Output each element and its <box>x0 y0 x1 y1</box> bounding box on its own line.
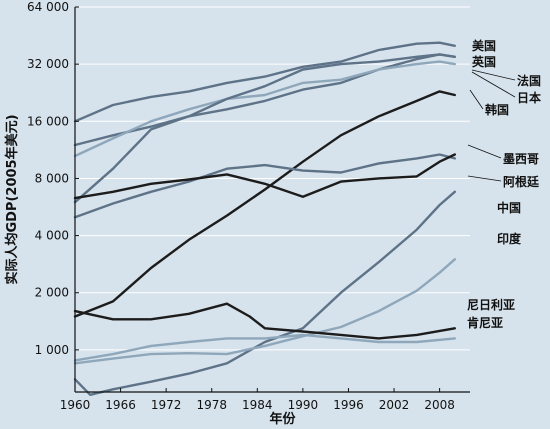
series-line-2 <box>73 60 456 158</box>
x-tick-label: 2002 <box>379 398 410 412</box>
x-axis-title: 年份 <box>269 411 296 427</box>
series-label-8: 印度 <box>497 231 522 246</box>
x-tick-label: 1966 <box>105 398 136 412</box>
x-tick-label: 1984 <box>242 398 273 412</box>
series-label-1: 英国 <box>472 54 496 69</box>
y-tick-label: 2 000 <box>35 286 69 300</box>
label-leader-line <box>471 71 516 98</box>
y-axis-title: 实际人均GDP(2005年美元) <box>4 114 20 284</box>
series-line-10 <box>73 333 456 362</box>
x-tick-label: 1996 <box>333 398 364 412</box>
label-leader-line <box>471 69 516 81</box>
series-line-4 <box>73 90 456 318</box>
series-label-9: 尼日利亚 <box>467 297 515 312</box>
series-line-0 <box>73 41 456 123</box>
x-tick-label: 1978 <box>196 398 227 412</box>
y-tick-label: 16 000 <box>27 114 69 128</box>
x-tick-label: 1960 <box>60 398 91 412</box>
series-line-7 <box>73 190 456 396</box>
label-leader-line <box>467 175 502 182</box>
series-label-3: 日本 <box>517 90 541 105</box>
axes <box>74 7 470 393</box>
label-leader-line <box>467 144 502 159</box>
series-label-4: 韩国 <box>485 102 509 117</box>
series-line-5 <box>73 153 456 219</box>
y-tick-label: 32 000 <box>27 57 69 71</box>
x-tick-label: 1990 <box>288 398 319 412</box>
series-line-1 <box>73 53 456 147</box>
x-tick-label: 2008 <box>424 398 455 412</box>
y-tick-label: 1 000 <box>35 343 69 357</box>
series-line-9 <box>73 302 456 340</box>
series-line-6 <box>73 153 456 200</box>
x-tick-label: 1972 <box>151 398 182 412</box>
series-label-5: 墨西哥 <box>503 152 539 166</box>
series-label-2: 法国 <box>517 73 541 88</box>
y-tick-label: 4 000 <box>35 229 69 243</box>
series-label-6: 阿根廷 <box>503 174 540 189</box>
series-label-7: 中国 <box>497 200 521 215</box>
y-tick-label: 64 000 <box>27 0 69 14</box>
gridlines <box>75 6 470 351</box>
series-lines <box>73 41 456 396</box>
series-line-3 <box>73 53 456 204</box>
series-line-8 <box>73 258 456 365</box>
x-axis-ticks: 1960 1966 1972 1978 1984 1990 1996 2002 2008 <box>60 388 455 412</box>
y-axis-ticks: 1 000 2 000 4 000 8 000 16 000 32 000 64 000 <box>27 0 79 357</box>
series-label-10: 肯尼亚 <box>467 315 503 330</box>
y-tick-label: 8 000 <box>35 171 69 185</box>
label-leader-line <box>469 89 484 110</box>
series-label-0: 美国 <box>472 38 496 53</box>
